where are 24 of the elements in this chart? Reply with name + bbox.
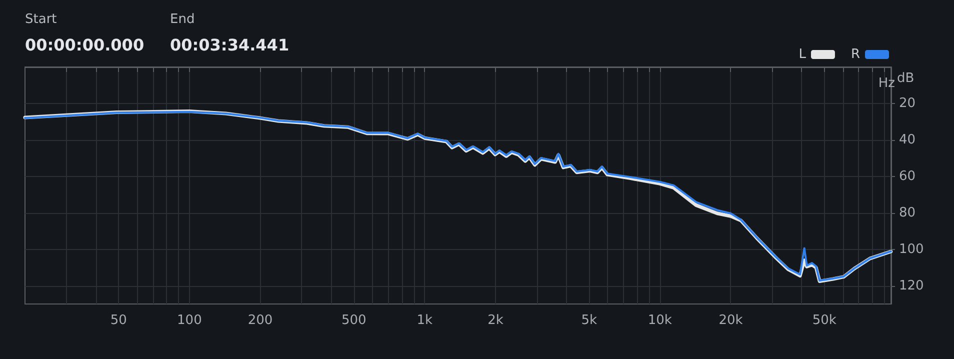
text: Start: [25, 12, 57, 27]
y-tick-label: 40: [899, 132, 916, 148]
x-tick-label: 10k: [648, 313, 672, 328]
legend-label: R: [850, 47, 860, 62]
y-tick-label: 120: [899, 278, 924, 294]
text: End: [170, 12, 195, 27]
x-tick-label: 500: [341, 313, 366, 328]
x-tick-label: 50: [110, 313, 127, 328]
x-tick-label: 1k: [416, 313, 434, 328]
y-axis-title: dB: [897, 71, 914, 86]
x-tick-label: 200: [248, 313, 273, 328]
y-tick-label: 20: [899, 96, 916, 111]
x-tick-label: 5k: [581, 313, 598, 328]
text: 00:00:00.000: [25, 36, 144, 54]
y-tick-label: 100: [899, 242, 924, 257]
y-tick-label: 60: [899, 168, 916, 184]
x-tick-label: 50k: [812, 313, 837, 328]
x-tick-label: 2k: [488, 313, 504, 328]
text: 00:03:34.441: [170, 36, 290, 54]
x-axis-title: Hz: [878, 76, 896, 91]
x-tick-label: 100: [177, 313, 202, 328]
legend-label: L: [798, 47, 807, 62]
y-tick-label: 80: [899, 205, 916, 220]
x-tick-label: 20k: [718, 313, 744, 328]
